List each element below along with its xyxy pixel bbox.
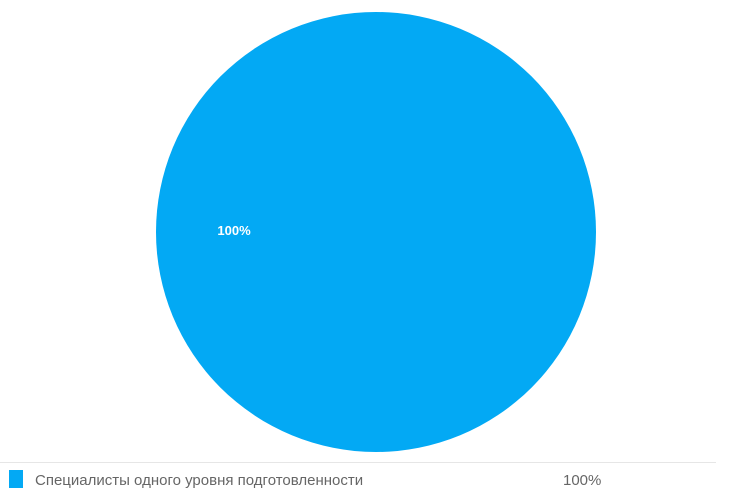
pie-slice-label: 100% — [217, 223, 251, 238]
pie-slice[interactable] — [156, 12, 596, 452]
legend-item[interactable]: Специалисты одного уровня подготовленнос… — [0, 463, 716, 495]
pie-chart: 100% — [156, 12, 596, 452]
legend-divider — [0, 462, 716, 463]
legend-value: 100% — [563, 472, 602, 489]
legend-swatch — [9, 470, 23, 488]
legend-label: Специалисты одного уровня подготовленнос… — [35, 472, 364, 489]
